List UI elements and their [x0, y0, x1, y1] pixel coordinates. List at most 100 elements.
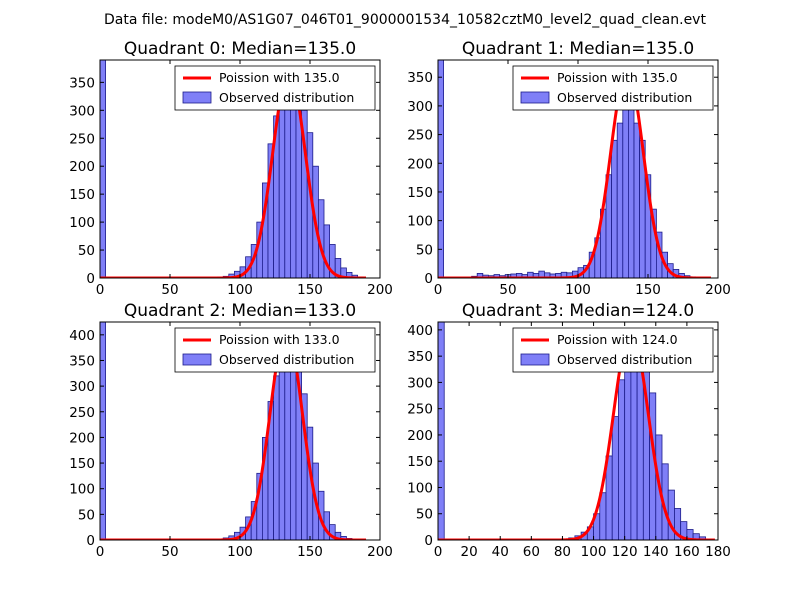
legend-bar-label: Observed distribution	[557, 352, 692, 367]
y-tick-label: 100	[407, 480, 433, 496]
y-tick-label: 350	[407, 349, 433, 365]
x-tick-label: 50	[499, 282, 516, 298]
y-tick-label: 300	[69, 103, 95, 119]
panel-title: Quadrant 1: Median=135.0	[462, 39, 694, 59]
legend-bar-swatch	[182, 91, 212, 104]
y-tick-label: 0	[424, 533, 433, 549]
y-tick-label: 200	[407, 156, 433, 172]
legend: Poission with 135.0 Observed distribution	[512, 65, 714, 111]
y-tick-label: 350	[407, 70, 433, 86]
y-tick-label: 200	[407, 428, 433, 444]
x-tick-label: 60	[523, 544, 540, 560]
y-tick-label: 100	[407, 214, 433, 230]
y-tick-label: 300	[407, 99, 433, 115]
histogram-bar	[100, 322, 106, 540]
x-tick-label: 200	[705, 282, 731, 298]
legend-bar-label: Observed distribution	[219, 90, 354, 105]
legend-bar-label: Observed distribution	[557, 90, 692, 105]
histogram-bar	[438, 60, 444, 278]
poisson-curve	[100, 329, 366, 540]
y-tick-label: 350	[69, 75, 95, 91]
y-tick-label: 100	[69, 482, 95, 498]
histogram-bar	[667, 489, 675, 540]
y-tick-label: 0	[424, 271, 433, 287]
y-tick-label: 0	[86, 271, 95, 287]
y-tick-label: 250	[407, 402, 433, 418]
legend-bar-swatch	[520, 91, 550, 104]
legend-curve-label: Poission with 135.0	[557, 70, 678, 85]
y-tick-label: 250	[69, 405, 95, 421]
poisson-curve	[100, 69, 366, 278]
histogram-bar	[278, 344, 286, 540]
panel-0: 0 50 100 150 200 0 50 100 150 200 250 300 350 Quadran…	[69, 39, 393, 298]
panel-title: Quadrant 3: Median=124.0	[462, 301, 694, 321]
histogram-bar	[616, 122, 624, 278]
y-tick-label: 250	[69, 131, 95, 147]
panel-title: Quadrant 0: Median=135.0	[124, 39, 356, 59]
legend-bar-label: Observed distribution	[219, 352, 354, 367]
x-tick-label: 100	[227, 282, 253, 298]
x-tick-label: 0	[434, 544, 443, 560]
y-tick-label: 150	[407, 185, 433, 201]
histogram-bar	[278, 93, 286, 278]
x-tick-label: 50	[161, 544, 178, 560]
histogram-bar	[273, 375, 280, 540]
y-tick-label: 200	[69, 430, 95, 446]
y-tick-label: 300	[69, 379, 95, 395]
x-tick-label: 150	[297, 282, 323, 298]
x-tick-label: 100	[227, 544, 253, 560]
x-tick-label: 80	[554, 544, 571, 560]
histogram-bar	[628, 91, 635, 278]
figure-title: Data file: modeM0/AS1G07_046T01_90000015…	[104, 12, 706, 28]
legend: Poission with 135.0 Observed distribution	[174, 65, 376, 111]
x-tick-label: 100	[581, 544, 607, 560]
axes-frame	[437, 321, 719, 541]
poisson-curve	[438, 68, 711, 278]
histogram-bar	[624, 360, 632, 540]
x-tick-label: 160	[674, 544, 700, 560]
x-tick-label: 20	[461, 544, 478, 560]
y-tick-label: 400	[407, 323, 433, 339]
y-tick-label: 150	[69, 456, 95, 472]
y-tick-label: 350	[69, 353, 95, 369]
x-tick-label: 200	[367, 544, 393, 560]
legend: Poission with 124.0 Observed distribution	[512, 327, 714, 373]
x-tick-label: 120	[612, 544, 638, 560]
panel-3: 0 20 40 60 80 100 120 140 160 180 0 50 100 150 200 250 3…	[407, 301, 731, 560]
x-tick-label: 150	[297, 544, 323, 560]
x-tick-label: 200	[367, 282, 393, 298]
panel-title: Quadrant 2: Median=133.0	[124, 301, 356, 321]
legend-curve-label: Poission with 135.0	[219, 70, 340, 85]
legend-curve-label: Poission with 133.0	[219, 332, 340, 347]
y-tick-label: 50	[78, 243, 95, 259]
panel-2: 0 50 100 150 200 0 50 100 150 200 250 300 350 400 Quad…	[69, 301, 393, 560]
y-tick-label: 400	[69, 328, 95, 344]
histogram-bar	[630, 360, 638, 540]
legend-bar-swatch	[182, 353, 212, 366]
y-tick-label: 50	[416, 242, 433, 258]
histogram-bar	[611, 139, 618, 278]
histogram-bar	[100, 60, 106, 278]
histogram-bar	[618, 379, 626, 540]
x-tick-label: 180	[705, 544, 731, 560]
histogram-bar	[622, 94, 629, 278]
x-tick-label: 150	[635, 282, 661, 298]
y-tick-label: 200	[69, 159, 95, 175]
y-tick-label: 50	[78, 507, 95, 523]
y-tick-label: 150	[407, 454, 433, 470]
panels: 0 50 100 150 200050100150200250300350Quadran…	[69, 39, 731, 560]
y-tick-label: 300	[407, 375, 433, 391]
histogram-bar	[289, 344, 297, 540]
legend-curve-label: Poission with 124.0	[557, 332, 678, 347]
legend-bar-swatch	[520, 353, 550, 366]
histogram-bar	[633, 122, 640, 278]
y-tick-label: 100	[69, 215, 95, 231]
y-tick-label: 150	[69, 187, 95, 203]
y-tick-label: 0	[86, 533, 95, 549]
histogram-bar	[438, 322, 445, 540]
x-tick-label: 140	[643, 544, 669, 560]
histogram-bar	[284, 84, 291, 278]
x-tick-label: 0	[96, 282, 105, 298]
x-tick-label: 0	[434, 282, 443, 298]
